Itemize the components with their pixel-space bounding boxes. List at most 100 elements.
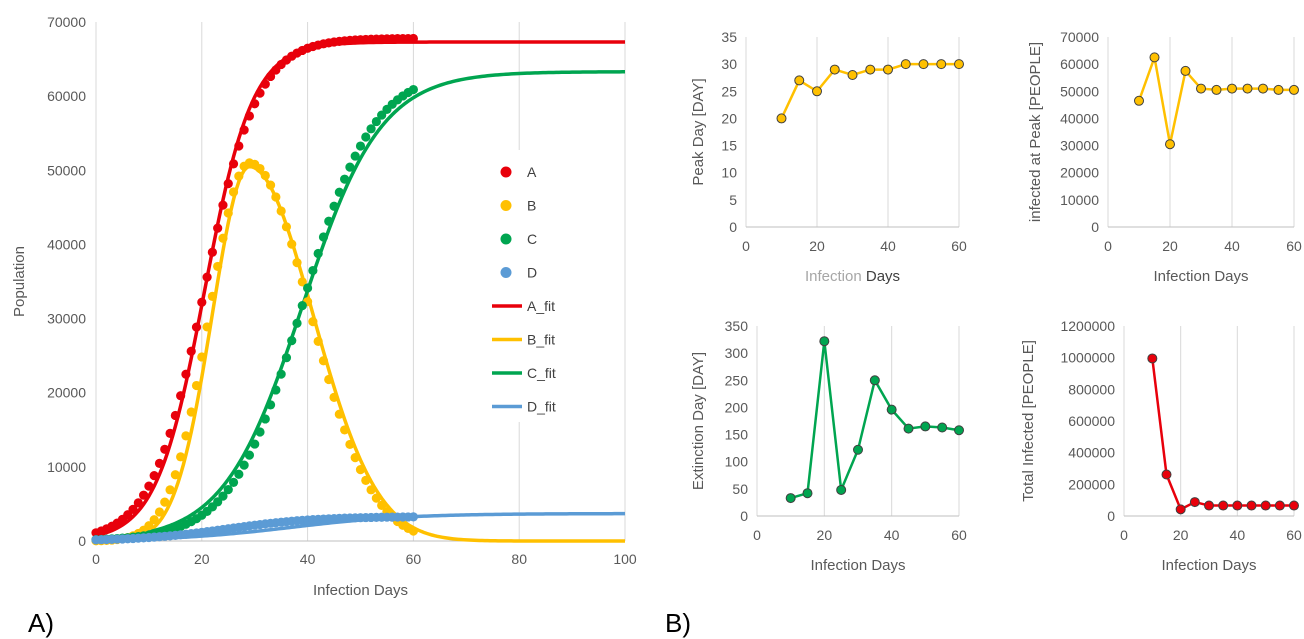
data-point-a (244, 111, 255, 121)
y-tick-label: 10 (721, 165, 737, 181)
data-point-b (345, 439, 355, 450)
data-point-a (128, 504, 138, 514)
data-point-a (265, 71, 276, 82)
data-point-b (197, 352, 207, 362)
data-point-b (281, 222, 292, 232)
data-point (1147, 353, 1158, 364)
data-point-a (234, 141, 244, 151)
legend-label: C (527, 231, 537, 247)
data-point (900, 59, 911, 70)
panel-label-b: B) (665, 608, 691, 638)
data-point-a (181, 369, 191, 379)
data-point (1175, 504, 1186, 515)
x-tick-label: 100 (613, 551, 637, 567)
data-point (936, 59, 947, 70)
data-point-b (377, 500, 387, 510)
data-point-c (313, 248, 323, 259)
x-tick-label: 60 (1286, 238, 1302, 254)
y-axis-label: Peak Day [DAY] (690, 78, 707, 185)
data-point-b (213, 261, 223, 272)
y-tick-label: 70000 (47, 14, 86, 30)
y-tick-label: 10000 (1060, 192, 1099, 208)
legend-box (480, 150, 598, 422)
data-point-b (234, 171, 244, 181)
y-tick-label: 350 (725, 318, 749, 334)
data-point (1196, 83, 1206, 94)
data-point (836, 484, 847, 495)
data-point (918, 59, 929, 70)
data-point (1258, 83, 1268, 94)
data-point-b (176, 452, 186, 462)
y-tick-label: 30000 (47, 311, 86, 327)
data-point (920, 421, 931, 432)
series-line-b-fit (95, 164, 625, 543)
y-tick-label: 40000 (47, 236, 86, 252)
main-chart: 0 20 40 60 80 100 0 10000 20000 30000 40000 50000 60… (11, 14, 637, 599)
data-point-c (287, 336, 297, 346)
y-tick-label: 60000 (47, 88, 86, 104)
y-tick-label: 35 (721, 29, 737, 45)
data-point-c (265, 400, 276, 410)
data-point-c (218, 491, 228, 501)
data-point-b (144, 521, 154, 531)
panel-label-a: A) (28, 608, 54, 638)
data-point-b (371, 493, 381, 503)
data-point-a (144, 481, 154, 491)
y-tick-label: 300 (725, 345, 749, 361)
data-point (802, 488, 813, 499)
data-point-c (329, 201, 339, 211)
data-point (1218, 500, 1229, 511)
data-point-c (228, 477, 239, 487)
legend-label: B (527, 198, 536, 214)
data-point-a (213, 223, 223, 233)
data-point-a (139, 490, 149, 500)
y-tick-label: 20 (721, 110, 737, 126)
x-tick-label: 40 (884, 527, 900, 543)
y-tick-label: 200 (725, 399, 749, 415)
data-point-a (202, 272, 212, 282)
data-point-a (408, 33, 418, 44)
data-point-a (149, 471, 159, 481)
data-point-a (239, 125, 249, 135)
x-tick-label: 20 (194, 551, 210, 567)
legend-label: B_fit (527, 332, 555, 348)
y-tick-label: 0 (1091, 219, 1099, 235)
data-point-b (260, 170, 270, 181)
data-point-c (239, 460, 249, 470)
series-line (1137, 52, 1294, 145)
data-point (853, 444, 863, 455)
data-point-a (170, 410, 180, 421)
y-tick-label: 15 (721, 138, 737, 154)
x-tick-label: 80 (511, 551, 527, 567)
x-tick-label: 60 (406, 551, 422, 567)
y-tick-label: 0 (740, 508, 748, 524)
x-axis-label: Infection Days (313, 582, 408, 599)
x-axis-label: Infection Days (1161, 557, 1256, 574)
series-line (790, 341, 960, 500)
data-point-b (355, 465, 366, 475)
data-point (1246, 500, 1257, 511)
series-line (1151, 358, 1294, 512)
x-tick-label: 60 (1286, 527, 1302, 543)
data-point (1211, 84, 1222, 95)
x-tick-label: 0 (92, 551, 100, 567)
data-point-b (223, 208, 233, 218)
data-point (883, 64, 893, 75)
data-point-c (255, 427, 265, 437)
data-point-c (223, 485, 233, 495)
data-point-c (334, 187, 344, 197)
data-point (865, 64, 876, 75)
data-point (847, 70, 858, 80)
data-point-b (207, 291, 217, 301)
data-point (869, 375, 880, 386)
x-tick-label: 20 (817, 527, 833, 543)
data-point-b (292, 258, 302, 268)
data-point-b (350, 453, 360, 463)
data-point-a (228, 159, 239, 169)
data-point-b (271, 192, 281, 202)
data-point-a (160, 444, 170, 454)
y-tick-label: 10000 (47, 459, 86, 475)
legend-label: C_fit (527, 365, 556, 381)
x-tick-label: 60 (951, 238, 967, 254)
data-point-c (366, 124, 376, 134)
